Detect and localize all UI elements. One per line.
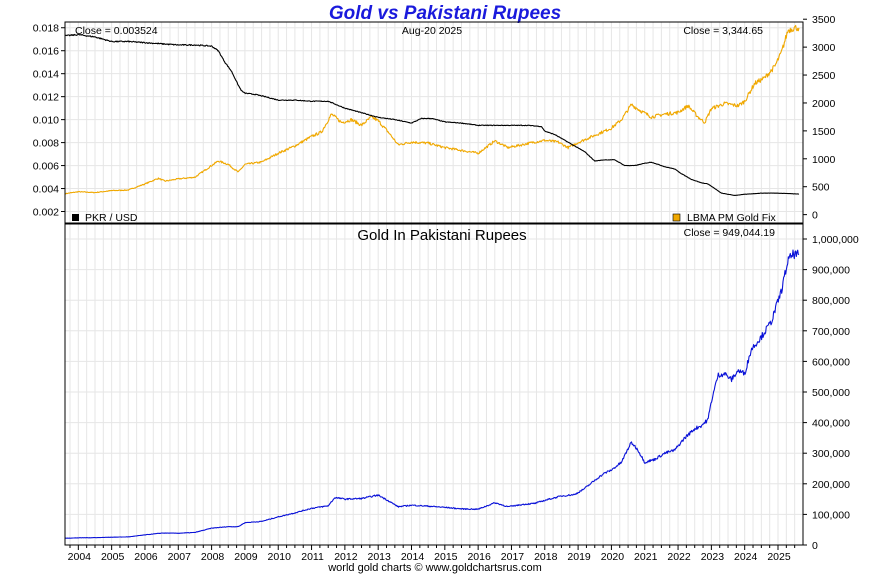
pkr-legend-swatch	[72, 214, 79, 221]
y-right-tick-label: 500	[812, 182, 830, 194]
x-tick-label: 2017	[501, 551, 525, 563]
x-tick-label: 2013	[368, 551, 392, 563]
y-right-tick-label: 2500	[812, 70, 836, 82]
y-right-tick-label: 200,000	[812, 479, 850, 491]
gold-legend-label: LBMA PM Gold Fix	[687, 212, 776, 224]
x-tick-label: 2011	[301, 551, 324, 563]
top-left-axis: 0.002 0.004 0.006 0.008 0.010 0.012 0.014 0.016…	[33, 23, 65, 219]
y-left-tick-label: 0.004	[33, 184, 59, 196]
y-left-tick-label: 0.018	[33, 23, 59, 35]
y-right-tick-label: 600,000	[812, 356, 850, 368]
bottom-right-axis: 0 100,000 200,000 300,000 400,000 500,000 600,…	[803, 234, 859, 552]
bottom-panel-title: Gold In Pakistani Rupees	[357, 227, 526, 244]
x-tick-label: 2012	[334, 551, 358, 563]
gold-legend-swatch	[672, 213, 681, 222]
x-tick-label: 2021	[634, 551, 658, 563]
series-layer	[64, 24, 800, 539]
y-right-tick-label: 700,000	[812, 326, 850, 338]
x-tick-label: 2004	[68, 551, 92, 563]
y-right-tick-label: 1500	[812, 126, 836, 138]
chart-title: Gold vs Pakistani Rupees	[328, 3, 562, 24]
x-tick-label: 2025	[767, 551, 791, 563]
x-tick-label: 2015	[434, 551, 458, 563]
y-right-tick-label: 400,000	[812, 418, 850, 430]
x-tick-label: 2018	[534, 551, 558, 563]
bottom-panel-grid	[65, 224, 803, 546]
y-left-tick-label: 0.008	[33, 138, 59, 150]
date-annotation: Aug-20 2025	[402, 25, 462, 37]
pkr-legend-label: PKR / USD	[85, 212, 138, 224]
x-tick-label: 2007	[168, 551, 192, 563]
y-right-tick-label: 0	[812, 540, 818, 552]
y-right-tick-label: 100,000	[812, 509, 850, 521]
x-tick-label: 2024	[734, 551, 758, 563]
x-tick-label: 2014	[401, 551, 425, 563]
top-right-axis: 0 500 1000 1500 2000 2500 3000 3500	[803, 14, 836, 222]
gold-pkr-close-annotation: Close = 949,044.19	[684, 227, 776, 239]
x-tick-label: 2006	[134, 551, 158, 563]
y-left-tick-label: 0.006	[33, 161, 59, 173]
y-left-tick-label: 0.010	[33, 115, 59, 127]
x-tick-label: 2016	[467, 551, 491, 563]
pkr-usd-line	[64, 33, 800, 197]
y-left-tick-label: 0.012	[33, 92, 59, 104]
y-left-tick-label: 0.016	[33, 46, 59, 58]
y-right-tick-label: 800,000	[812, 295, 850, 307]
x-tick-label: 2020	[601, 551, 625, 563]
top-panel-grid	[65, 22, 803, 223]
y-right-tick-label: 500,000	[812, 387, 850, 399]
x-axis: 2004 2005 2006 2007 2008 2009 2010 2011 2012 2013…	[68, 545, 796, 563]
footer-credit: world gold charts © www.goldchartsrus.co…	[328, 562, 542, 574]
bottom-panel-frame	[64, 223, 804, 546]
y-right-tick-label: 2000	[812, 98, 836, 110]
x-tick-label: 2009	[234, 551, 258, 563]
gold-in-pkr-line	[64, 249, 800, 539]
gold-close-annotation: Close = 3,344.65	[683, 25, 763, 37]
x-tick-label: 2010	[268, 551, 292, 563]
top-panel-frame	[64, 21, 804, 224]
x-tick-label: 2008	[201, 551, 225, 563]
x-tick-label: 2019	[567, 551, 591, 563]
pkr-close-annotation: Close = 0.003524	[75, 25, 158, 37]
x-tick-label: 2005	[101, 551, 125, 563]
y-right-tick-label: 0	[812, 210, 818, 222]
x-tick-label: 2023	[701, 551, 725, 563]
y-right-tick-label: 900,000	[812, 265, 850, 277]
y-right-tick-label: 300,000	[812, 448, 850, 460]
y-right-tick-label: 1,000,000	[812, 234, 859, 246]
gold-usd-line	[64, 24, 800, 195]
y-right-tick-label: 3500	[812, 14, 836, 26]
y-right-tick-label: 3000	[812, 42, 836, 54]
y-left-tick-label: 0.002	[33, 207, 59, 219]
y-left-tick-label: 0.014	[33, 69, 59, 81]
x-tick-label: 2022	[667, 551, 691, 563]
y-right-tick-label: 1000	[812, 154, 836, 166]
